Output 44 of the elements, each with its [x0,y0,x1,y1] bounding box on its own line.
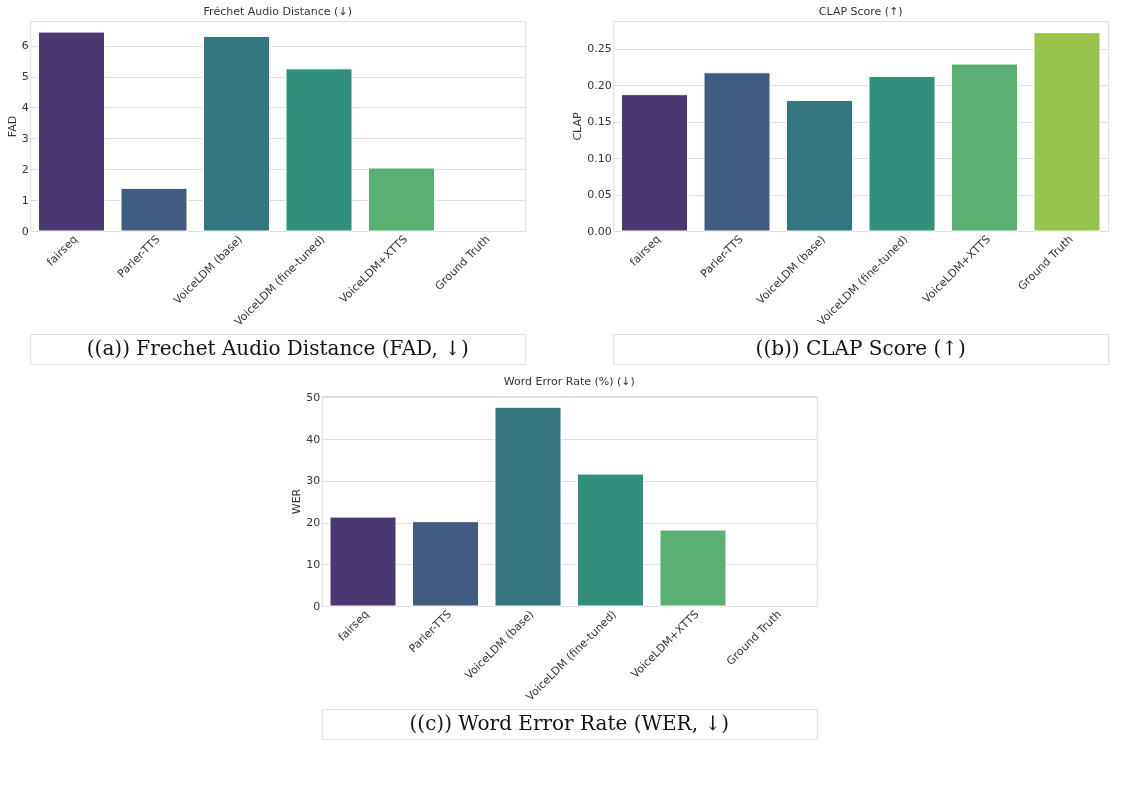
y-tick-label: 40 [306,432,321,446]
y-axis-title: FAD [5,115,19,138]
y-tick-label: 30 [306,474,321,488]
chart-title: Fréchet Audio Distance (↓) [203,5,352,18]
bar [951,63,1018,232]
y-tick-label: 0.05 [587,188,612,202]
text: ((a)) Frechet Audio Distance (FAD, ↓) [86,336,469,360]
bar [368,167,435,232]
y-tick-label: 0 [21,224,29,238]
bar [703,72,771,232]
y-tick-label: 10 [306,557,321,571]
bar [285,68,353,232]
y-axis-title: WER [290,488,304,515]
chart-title: CLAP Score (↑) [818,5,903,18]
y-tick-label: 0.00 [587,224,612,238]
y-tick-label: 2 [21,162,29,176]
y-tick-label: 0.20 [587,78,612,92]
y-tick-label: 50 [306,390,321,404]
bar [38,31,105,232]
bar [329,516,397,607]
y-tick-label: 0.15 [587,115,612,129]
bar [494,406,562,607]
y-tick-label: 3 [21,131,29,145]
bar [621,94,688,232]
bar [120,187,188,232]
bar [786,99,853,232]
y-tick-label: 6 [21,39,29,53]
y-tick-label: 0 [313,599,321,613]
y-tick-label: 20 [306,516,321,529]
y-tick-label: 4 [21,100,29,114]
y-axis-title: CLAP [571,112,585,141]
bar [412,521,479,607]
bar [1033,32,1101,232]
bar [203,35,270,232]
y-tick-label: 1 [21,193,29,207]
text: ((c)) Word Error Rate (WER, ↓) [409,711,729,735]
bar [577,473,644,607]
text: ((b)) CLAP Score (↑) [755,336,966,360]
chart-title: Word Error Rate (%) (↓) [503,375,635,389]
y-tick-label: 0.25 [587,42,612,56]
y-tick-label: 0.10 [587,151,612,165]
bar [868,75,936,232]
bar [659,529,727,607]
y-tick-label: 5 [21,70,29,84]
